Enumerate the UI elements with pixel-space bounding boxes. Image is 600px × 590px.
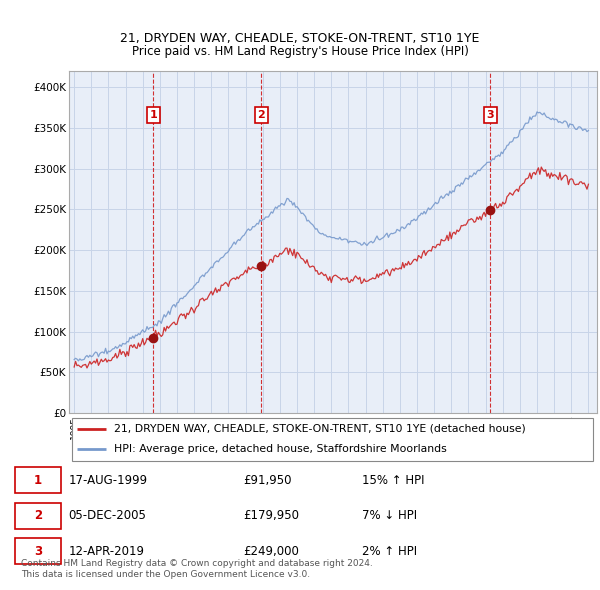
Text: 7% ↓ HPI: 7% ↓ HPI [362,509,418,522]
Text: 3: 3 [487,110,494,120]
FancyBboxPatch shape [15,467,61,493]
Text: 1: 1 [34,474,42,487]
Text: 21, DRYDEN WAY, CHEADLE, STOKE-ON-TRENT, ST10 1YE: 21, DRYDEN WAY, CHEADLE, STOKE-ON-TRENT,… [121,32,479,45]
FancyBboxPatch shape [15,503,61,529]
Text: Contains HM Land Registry data © Crown copyright and database right 2024.
This d: Contains HM Land Registry data © Crown c… [21,559,373,579]
Text: £179,950: £179,950 [244,509,299,522]
Text: HPI: Average price, detached house, Staffordshire Moorlands: HPI: Average price, detached house, Staf… [114,444,446,454]
Text: 2: 2 [34,509,42,522]
Text: 1: 1 [149,110,157,120]
Text: 2% ↑ HPI: 2% ↑ HPI [362,545,418,558]
Text: 2: 2 [257,110,265,120]
FancyBboxPatch shape [71,418,593,461]
FancyBboxPatch shape [15,538,61,564]
Text: 12-APR-2019: 12-APR-2019 [68,545,145,558]
Text: 05-DEC-2005: 05-DEC-2005 [68,509,146,522]
Text: £249,000: £249,000 [244,545,299,558]
Text: 21, DRYDEN WAY, CHEADLE, STOKE-ON-TRENT, ST10 1YE (detached house): 21, DRYDEN WAY, CHEADLE, STOKE-ON-TRENT,… [114,424,526,434]
Text: 17-AUG-1999: 17-AUG-1999 [68,474,148,487]
Text: £91,950: £91,950 [244,474,292,487]
Text: 3: 3 [34,545,42,558]
Text: 15% ↑ HPI: 15% ↑ HPI [362,474,425,487]
Text: Price paid vs. HM Land Registry's House Price Index (HPI): Price paid vs. HM Land Registry's House … [131,45,469,58]
